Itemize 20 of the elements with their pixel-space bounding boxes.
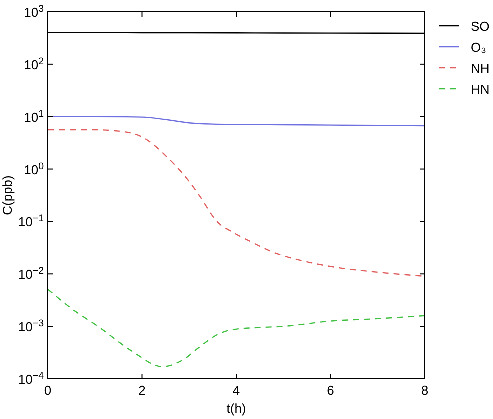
y-tick-label: 10$^{−3}$ <box>18 318 44 335</box>
x-tick-label: 4 <box>232 383 240 398</box>
x-axis-title: t(h) <box>226 401 246 416</box>
y-tick-label: 10$^{−1}$ <box>18 213 44 230</box>
y-tick-label: 10$^{2}$ <box>24 56 44 72</box>
legend-label: HN <box>471 82 490 97</box>
y-tick-label: 10$^{−4}$ <box>18 370 45 387</box>
legend-label: SO <box>471 19 490 34</box>
legend-label: O₃ <box>471 40 486 55</box>
y-tick-label: 10$^{−2}$ <box>18 266 44 282</box>
y-axis-title: C(ppb) <box>0 176 15 216</box>
legend-label: NH <box>471 61 490 76</box>
x-tick-label: 8 <box>421 383 429 398</box>
y-tick-label: 10$^{3}$ <box>24 4 44 20</box>
y-tick-label: 10$^{1}$ <box>24 108 44 125</box>
x-tick-label: 0 <box>44 383 52 398</box>
x-tick-label: 2 <box>138 383 146 398</box>
x-tick-label: 6 <box>327 383 334 398</box>
y-tick-label: 10$^{0}$ <box>24 160 45 178</box>
line-series <box>47 288 426 368</box>
